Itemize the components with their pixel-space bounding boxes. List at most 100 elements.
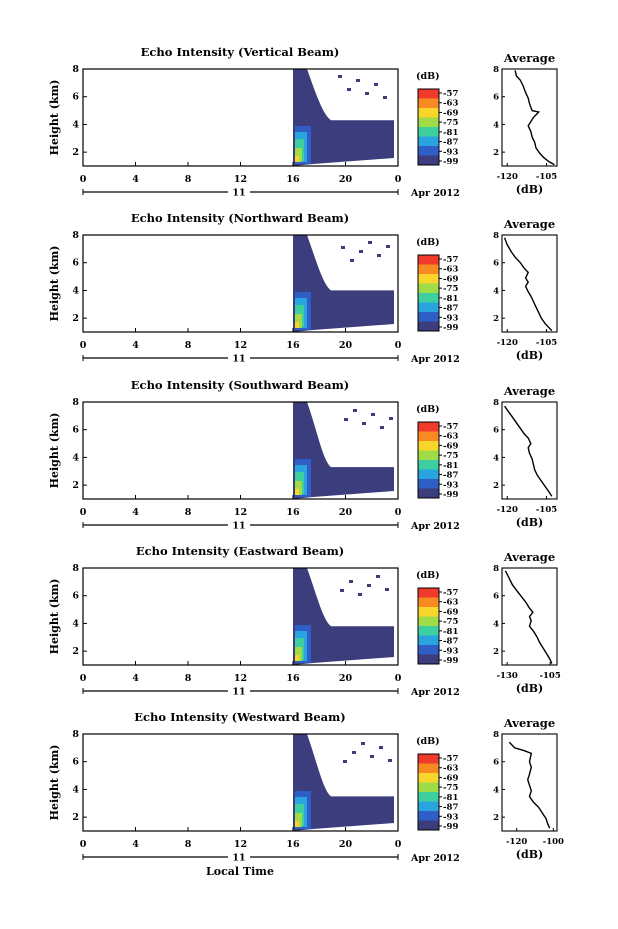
colorbar-tick-label: -81: [443, 793, 458, 803]
y-tick-label: 4: [72, 285, 79, 296]
colorbar-band: [418, 255, 439, 265]
colorbar-tick-label: -75: [443, 118, 458, 128]
echo-field: [293, 235, 394, 332]
panel-title: Echo Intensity (Eastward Beam): [136, 544, 344, 558]
colorbar-band: [418, 616, 439, 627]
date-day: 11: [232, 188, 245, 199]
echo-speckle: [349, 580, 353, 583]
echo-band: [295, 156, 299, 162]
panel-2: Echo Intensity (Northward Beam) 2 4 6 8 Heigh…: [48, 211, 558, 365]
x-tick-label: 0: [395, 507, 402, 518]
y-tick-label: 6: [72, 757, 79, 768]
colorbar-band: [418, 801, 439, 812]
panel-5: Echo Intensity (Westward Beam) 2 4 6 8 Height…: [48, 710, 564, 878]
colorbar-band: [418, 635, 439, 646]
colorbar-band: [418, 312, 439, 322]
y-axis-label: Height (km): [48, 80, 61, 156]
average-title: Average: [503, 384, 555, 398]
colorbar-tick-label: -87: [443, 637, 458, 647]
colorbar-tick-label: -75: [443, 783, 458, 793]
echo-speckle: [358, 593, 362, 596]
echo-speckle: [389, 417, 393, 420]
colorbar-band: [418, 89, 439, 99]
average-profile: Average 2 4 6 8 -120 -105(dB): [493, 384, 558, 529]
colorbar-band: [418, 782, 439, 793]
date-month: Apr 2012: [410, 521, 460, 532]
colorbar-band: [418, 479, 439, 489]
average-line: [503, 237, 553, 332]
echo-speckle: [388, 759, 392, 762]
colorbar-tick-label: -75: [443, 451, 458, 461]
echo-region: [293, 235, 394, 332]
x-tick-label: 12: [234, 340, 247, 351]
average-x-tick-label: -120: [497, 338, 518, 348]
colorbar-tick-label: -87: [443, 803, 458, 813]
x-tick-label: 0: [80, 839, 87, 850]
colorbar-band: [418, 645, 439, 655]
echo-speckle: [341, 246, 345, 249]
y-tick-label: 6: [72, 425, 79, 436]
echo-speckle: [343, 760, 347, 763]
colorbar-tick-label: -99: [443, 822, 458, 832]
colorbar-tick-label: -93: [443, 646, 458, 656]
date-day: 11: [232, 853, 245, 864]
colorbar-frame: [417, 421, 440, 499]
colorbar-tick-label: -63: [443, 432, 458, 442]
colorbar-tick-label: -81: [443, 128, 458, 138]
average-y-tick-label: 6: [493, 426, 499, 436]
average-profile: Average 2 4 6 8 -120 -100(dB): [493, 716, 564, 861]
echo-speckle: [370, 755, 374, 758]
y-tick-label: 4: [72, 784, 79, 795]
average-x-tick-label: -105: [539, 671, 560, 681]
echo-speckle: [385, 588, 389, 591]
colorbar-tick-label: -81: [443, 294, 458, 304]
colorbar-band: [418, 754, 439, 764]
average-line: [504, 405, 553, 497]
colorbar-band: [418, 792, 439, 802]
average-y-tick-label: 2: [493, 148, 499, 158]
y-axis-label: Height (km): [48, 579, 61, 655]
average-profile: Average 2 4 6 8 -120 -105(dB): [493, 51, 558, 196]
x-tick-label: 8: [185, 673, 192, 684]
colorbar-tick-label: -93: [443, 812, 458, 822]
colorbar-frame: [417, 587, 440, 665]
echo-speckle: [344, 418, 348, 421]
colorbar-band: [418, 155, 439, 166]
colorbar-band: [418, 431, 439, 442]
average-profile: Average 2 4 6 8 -130 -105(dB): [493, 550, 561, 695]
echo-band: [295, 314, 302, 328]
echo-speckle: [367, 584, 371, 587]
echo-region: [293, 402, 394, 499]
echo-speckle: [377, 254, 381, 257]
colorbar-band: [418, 654, 439, 665]
x-tick-label: 4: [132, 174, 139, 185]
panel-title: Echo Intensity (Westward Beam): [134, 710, 345, 724]
colorbar-tick-label: -57: [443, 89, 458, 99]
date-day: 11: [232, 521, 245, 532]
colorbar-band: [418, 274, 439, 284]
colorbar-unit: (dB): [416, 570, 440, 581]
date-label-bg: [228, 519, 250, 531]
x-tick-label: 0: [395, 673, 402, 684]
x-tick-label: 16: [286, 340, 300, 351]
x-tick-label: 8: [185, 839, 192, 850]
x-tick-label: 16: [286, 839, 300, 850]
colorbar-band: [418, 811, 439, 821]
echo-speckle: [361, 742, 365, 745]
x-tick-label: 8: [185, 340, 192, 351]
colorbar-tick-label: -69: [443, 108, 458, 118]
echo-speckle: [362, 422, 366, 425]
date-label-bg: [228, 352, 250, 364]
echo-band: [295, 489, 299, 495]
colorbar-tick-label: -63: [443, 598, 458, 608]
y-tick-label: 2: [72, 646, 79, 657]
average-y-tick-label: 4: [493, 286, 499, 296]
colorbar-tick-label: -81: [443, 461, 458, 471]
echo-band: [295, 481, 302, 495]
colorbar-tick-label: -99: [443, 490, 458, 500]
x-tick-label: 20: [339, 507, 353, 518]
average-line: [508, 741, 551, 829]
average-frame: [501, 68, 558, 167]
average-x-label: (dB): [516, 183, 543, 196]
y-tick-label: 2: [72, 147, 79, 158]
